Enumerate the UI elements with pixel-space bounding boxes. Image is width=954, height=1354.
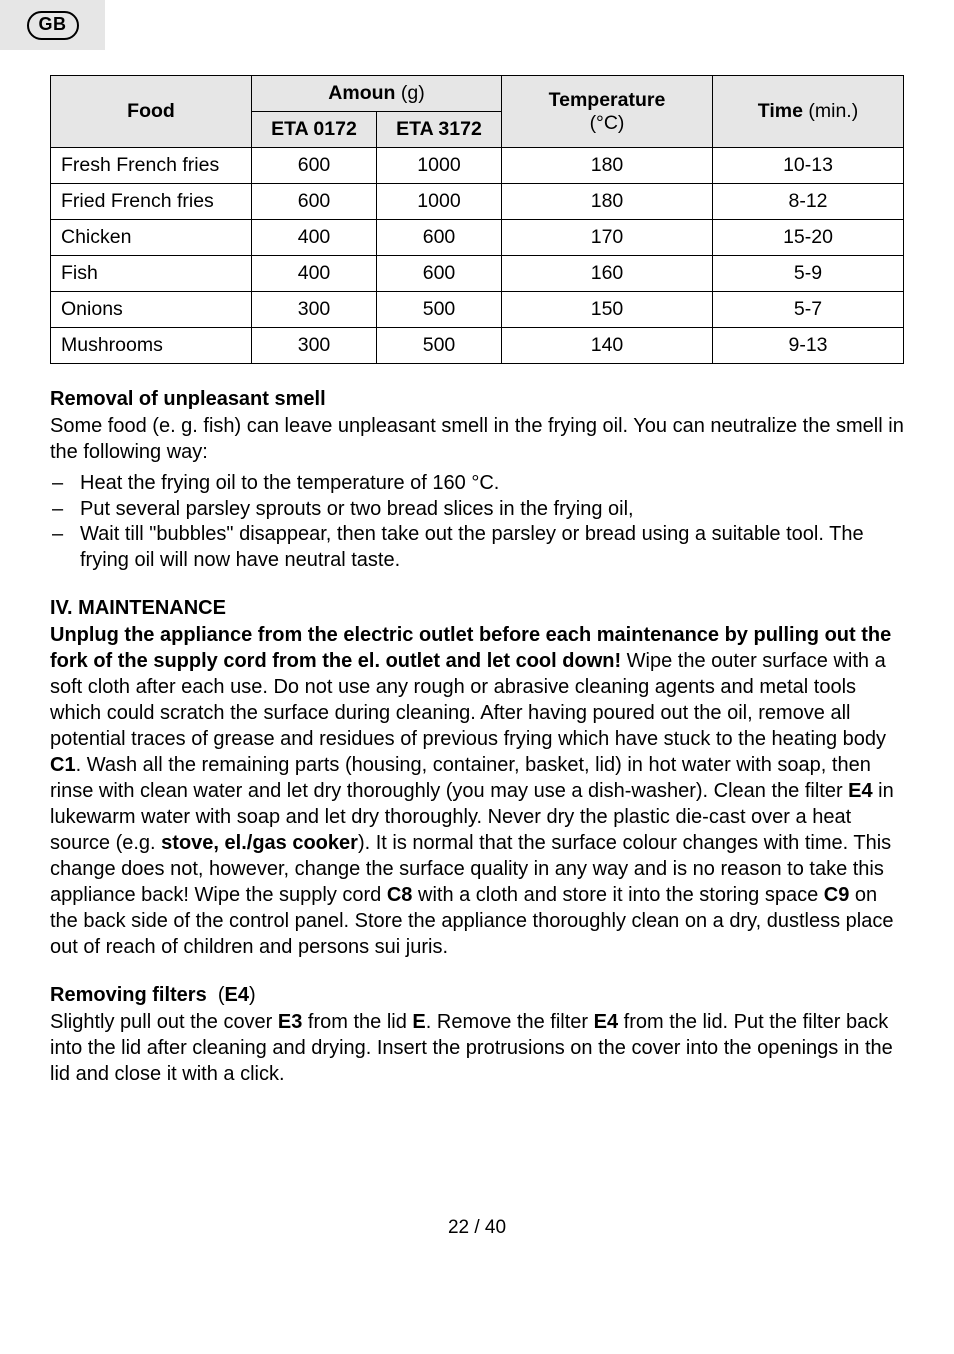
temp-label: Temperature [549, 89, 666, 111]
temp-cell: 180 [502, 148, 713, 184]
page-number: 22 / 40 [50, 1217, 904, 1239]
food-label: Food [127, 100, 175, 122]
removal-title: Removal of unpleasant smell [50, 388, 904, 411]
temp-cell: 160 [502, 256, 713, 292]
list-item: Put several parsley sprouts or two bread… [50, 497, 904, 523]
maint-p5: with a cloth and store it into the stori… [412, 884, 823, 906]
temp-cell: 180 [502, 184, 713, 220]
amount-b-cell: 500 [377, 292, 502, 328]
food-cell: Fish [51, 256, 252, 292]
food-cell: Chicken [51, 220, 252, 256]
food-cell: Mushrooms [51, 328, 252, 364]
temp-cell: 150 [502, 292, 713, 328]
amount-label: Amoun [328, 82, 395, 104]
col-temp-header: Temperature (°C) [502, 76, 713, 148]
temp-cell: 170 [502, 220, 713, 256]
food-cell: Fried French fries [51, 184, 252, 220]
amount-a-cell: 600 [252, 184, 377, 220]
language-tab: GB [0, 0, 105, 50]
time-cell: 5-7 [713, 292, 904, 328]
amount-b-cell: 1000 [377, 148, 502, 184]
flt-p1: Slightly pull out the cover [50, 1011, 278, 1033]
filters-paren-close: ) [249, 984, 256, 1006]
temp-cell: 140 [502, 328, 713, 364]
time-cell: 10-13 [713, 148, 904, 184]
cooking-table: Food Amoun (g) Temperature (°C) Time (mi… [50, 75, 904, 364]
ref-e3: E3 [278, 1011, 302, 1033]
list-item: Wait till "bubbles" disappear, then take… [50, 522, 904, 573]
amount-a-cell: 600 [252, 148, 377, 184]
time-cell: 8-12 [713, 184, 904, 220]
amount-a-cell: 400 [252, 220, 377, 256]
amount-b-cell: 600 [377, 256, 502, 292]
amount-b-cell: 500 [377, 328, 502, 364]
model-a-label: ETA 0172 [271, 118, 357, 140]
food-cell: Onions [51, 292, 252, 328]
col-amount-header: Amoun (g) [252, 76, 502, 112]
col-model-b-header: ETA 3172 [377, 112, 502, 148]
filters-title: Removing filters (E4) [50, 984, 904, 1007]
amount-a-cell: 400 [252, 256, 377, 292]
gb-badge: GB [27, 11, 79, 40]
model-b-label: ETA 3172 [396, 118, 482, 140]
amount-b-cell: 600 [377, 220, 502, 256]
flt-p3: . Remove the filter [426, 1011, 594, 1033]
table-row: Fried French fries60010001808-12 [51, 184, 904, 220]
removal-list: Heat the frying oil to the temperature o… [50, 471, 904, 573]
col-time-header: Time (min.) [713, 76, 904, 148]
list-item: Heat the frying oil to the temperature o… [50, 471, 904, 497]
temp-unit: (°C) [590, 112, 625, 134]
amount-unit: (g) [401, 82, 425, 104]
col-model-a-header: ETA 0172 [252, 112, 377, 148]
maint-p2: . Wash all the remaining parts (housing,… [50, 754, 871, 802]
amount-a-cell: 300 [252, 292, 377, 328]
ref-e4a: E4 [848, 780, 872, 802]
ref-e: E [412, 1011, 425, 1033]
time-cell: 9-13 [713, 328, 904, 364]
ref-c9: C9 [824, 884, 850, 906]
time-label: Time [758, 100, 803, 122]
col-food-header: Food [51, 76, 252, 148]
ref-c8: C8 [387, 884, 413, 906]
flt-p2: from the lid [302, 1011, 412, 1033]
filters-paren-open: ( [218, 984, 225, 1006]
amount-b-cell: 1000 [377, 184, 502, 220]
table-row: Chicken40060017015-20 [51, 220, 904, 256]
filters-e4: E4 [225, 984, 249, 1006]
maintenance-title: IV. MAINTENANCE [50, 597, 904, 620]
table-row: Onions3005001505-7 [51, 292, 904, 328]
food-cell: Fresh French fries [51, 148, 252, 184]
ref-stove: stove, el./gas cooker [161, 832, 358, 854]
time-unit: (min.) [808, 100, 858, 122]
removal-intro: Some food (e. g. fish) can leave unpleas… [50, 413, 904, 465]
ref-e4b: E4 [594, 1011, 618, 1033]
time-cell: 15-20 [713, 220, 904, 256]
filters-body: Slightly pull out the cover E3 from the … [50, 1009, 904, 1087]
ref-c1: C1 [50, 754, 76, 776]
table-row: Fresh French fries600100018010-13 [51, 148, 904, 184]
table-row: Fish4006001605-9 [51, 256, 904, 292]
maintenance-body: Unplug the appliance from the electric o… [50, 622, 904, 960]
time-cell: 5-9 [713, 256, 904, 292]
filters-title-pre: Removing filters [50, 984, 207, 1006]
table-row: Mushrooms3005001409-13 [51, 328, 904, 364]
amount-a-cell: 300 [252, 328, 377, 364]
